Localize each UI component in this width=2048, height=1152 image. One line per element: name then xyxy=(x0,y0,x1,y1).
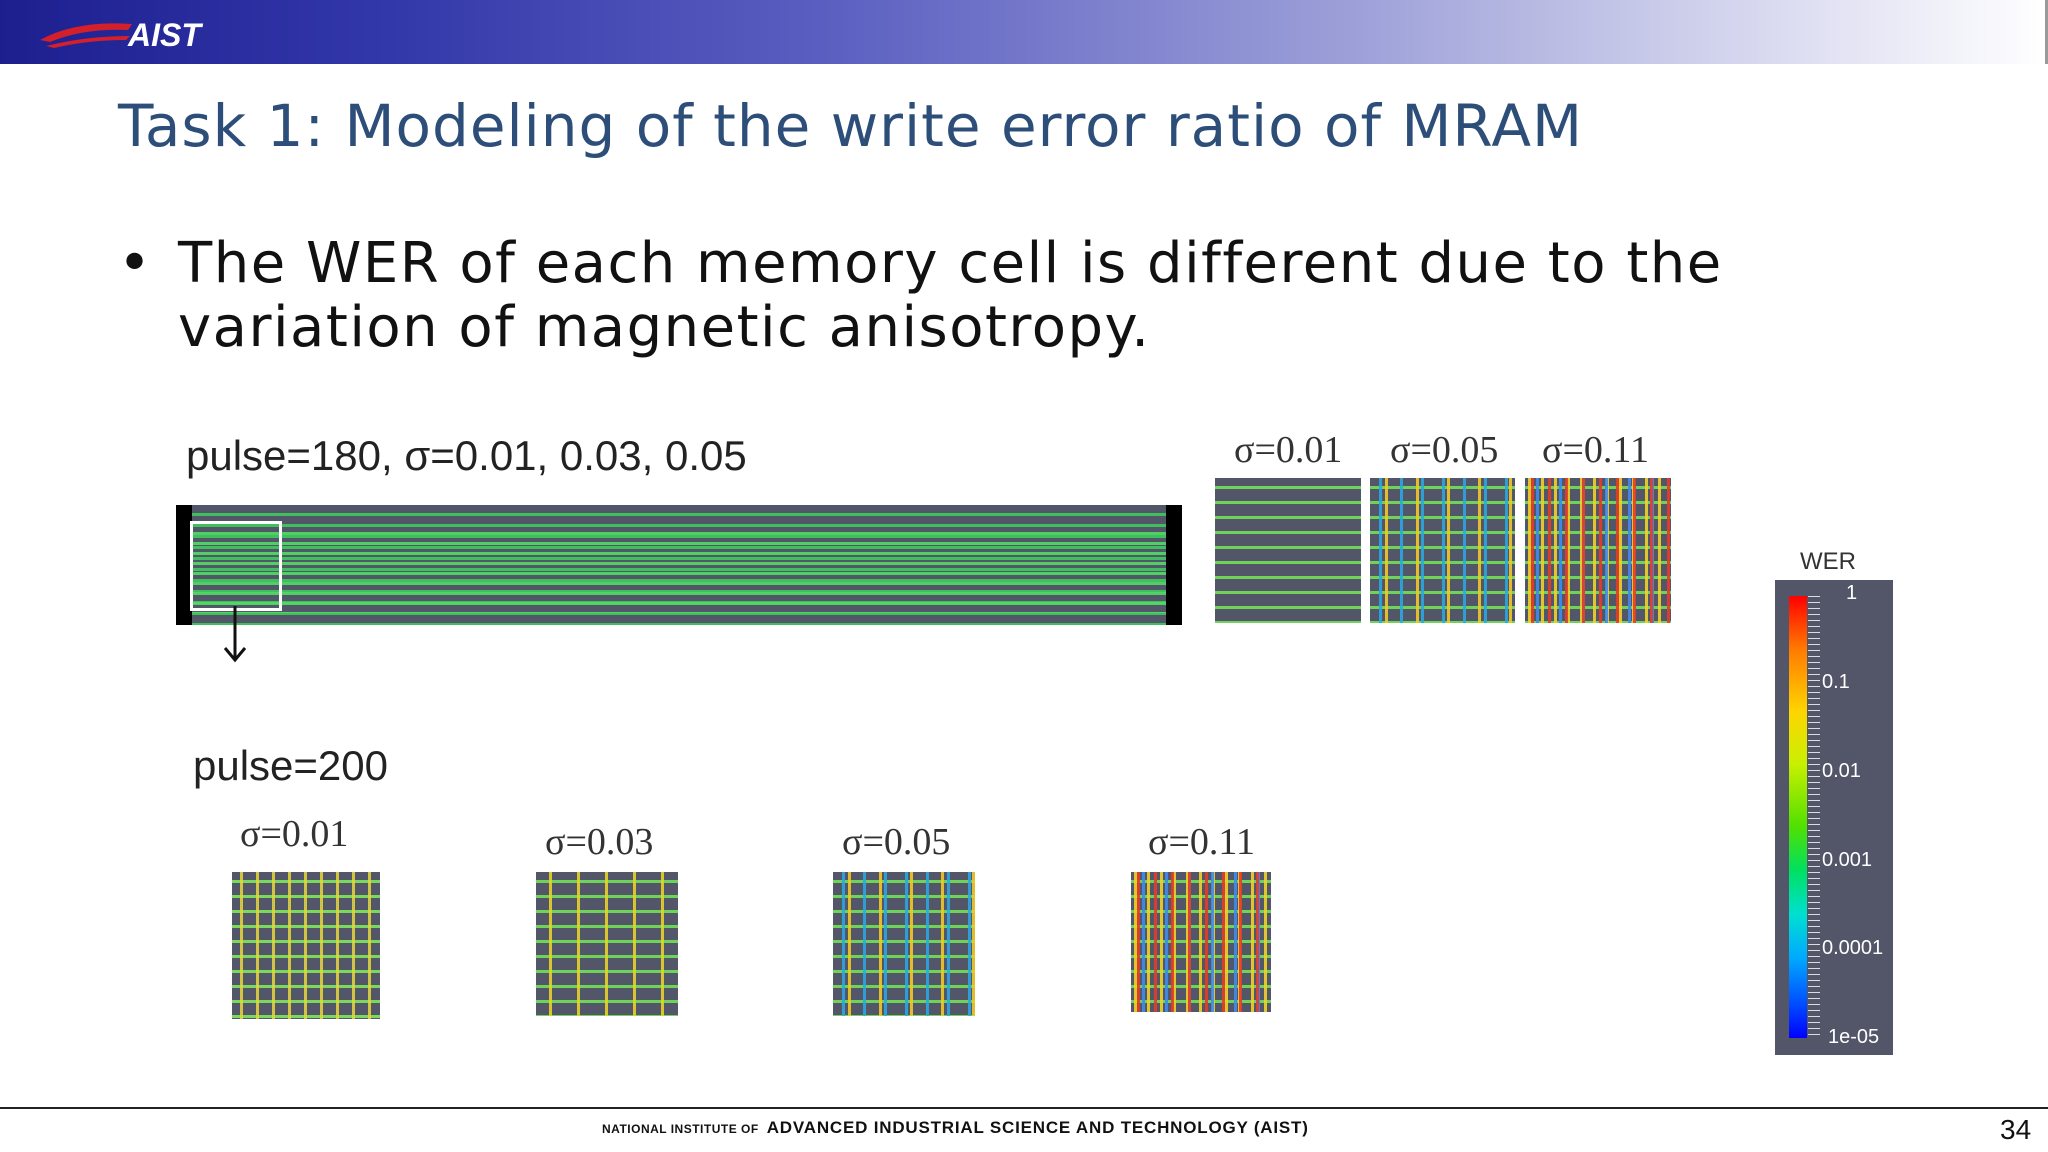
wer-map-bottom-3 xyxy=(833,872,975,1016)
bullet-dot: • xyxy=(118,231,153,296)
wer-map-top-3 xyxy=(1525,478,1671,623)
bottom-panel-label-3: σ=0.05 xyxy=(842,821,951,863)
bottom-panel-label-2: σ=0.03 xyxy=(545,821,654,863)
zoom-selection-box xyxy=(190,521,282,611)
strip-right-cap xyxy=(1166,505,1182,625)
footer-institute: NATIONAL INSTITUTE OF ADVANCED INDUSTRIAL… xyxy=(602,1118,1309,1138)
header-edge xyxy=(2045,0,2048,64)
colorbar-tick-label: 0.01 xyxy=(1822,760,1861,782)
wer-map-bottom-2 xyxy=(536,872,678,1016)
slide-title: Task 1: Modeling of the write error rati… xyxy=(118,92,1584,160)
colorbar-minor-ticks xyxy=(1808,596,1820,1038)
top-figure-caption: pulse=180, σ=0.01, 0.03, 0.05 xyxy=(186,432,747,479)
wer-map-top-1 xyxy=(1215,478,1361,623)
wer-map-bottom-4 xyxy=(1131,872,1271,1012)
colorbar-tick-label: 1e-05 xyxy=(1828,1026,1880,1048)
down-arrow-icon xyxy=(223,606,247,663)
wer-map-top-2 xyxy=(1370,478,1515,623)
wer-map-bottom-1 xyxy=(232,872,380,1019)
colorbar-title: WER xyxy=(1800,548,1856,575)
bottom-panel-label-4: σ=0.11 xyxy=(1148,821,1256,863)
footer-big-text: ADVANCED INDUSTRIAL SCIENCE AND TECHNOLO… xyxy=(766,1118,1309,1137)
bottom-figure-caption: pulse=200 xyxy=(193,742,389,789)
footer-divider xyxy=(0,1107,2048,1109)
footer-small-text: NATIONAL INSTITUTE OF xyxy=(602,1122,759,1136)
colorbar-ramp xyxy=(1789,596,1807,1038)
aist-logo: AIST xyxy=(40,17,203,53)
colorbar-tick-label: 0.1 xyxy=(1822,671,1850,693)
strip-left-cap xyxy=(176,505,192,625)
top-panel-label-3: σ=0.11 xyxy=(1542,429,1650,471)
page-number: 34 xyxy=(2000,1114,2032,1145)
memory-array-strip xyxy=(176,505,1182,625)
bullet-text: The WER of each memory cell is different… xyxy=(178,231,1723,360)
header-bar xyxy=(0,0,2048,64)
memory-array-cells xyxy=(192,525,1166,613)
bottom-panel-label-1: σ=0.01 xyxy=(240,813,349,855)
top-panel-label-2: σ=0.05 xyxy=(1390,429,1499,471)
top-panel-label-1: σ=0.01 xyxy=(1234,429,1343,471)
logo-text: AIST xyxy=(127,17,203,53)
colorbar-tick-label: 0.001 xyxy=(1822,849,1873,871)
colorbar-tick-label: 1 xyxy=(1846,582,1858,604)
colorbar-tick-label: 0.0001 xyxy=(1822,937,1884,959)
